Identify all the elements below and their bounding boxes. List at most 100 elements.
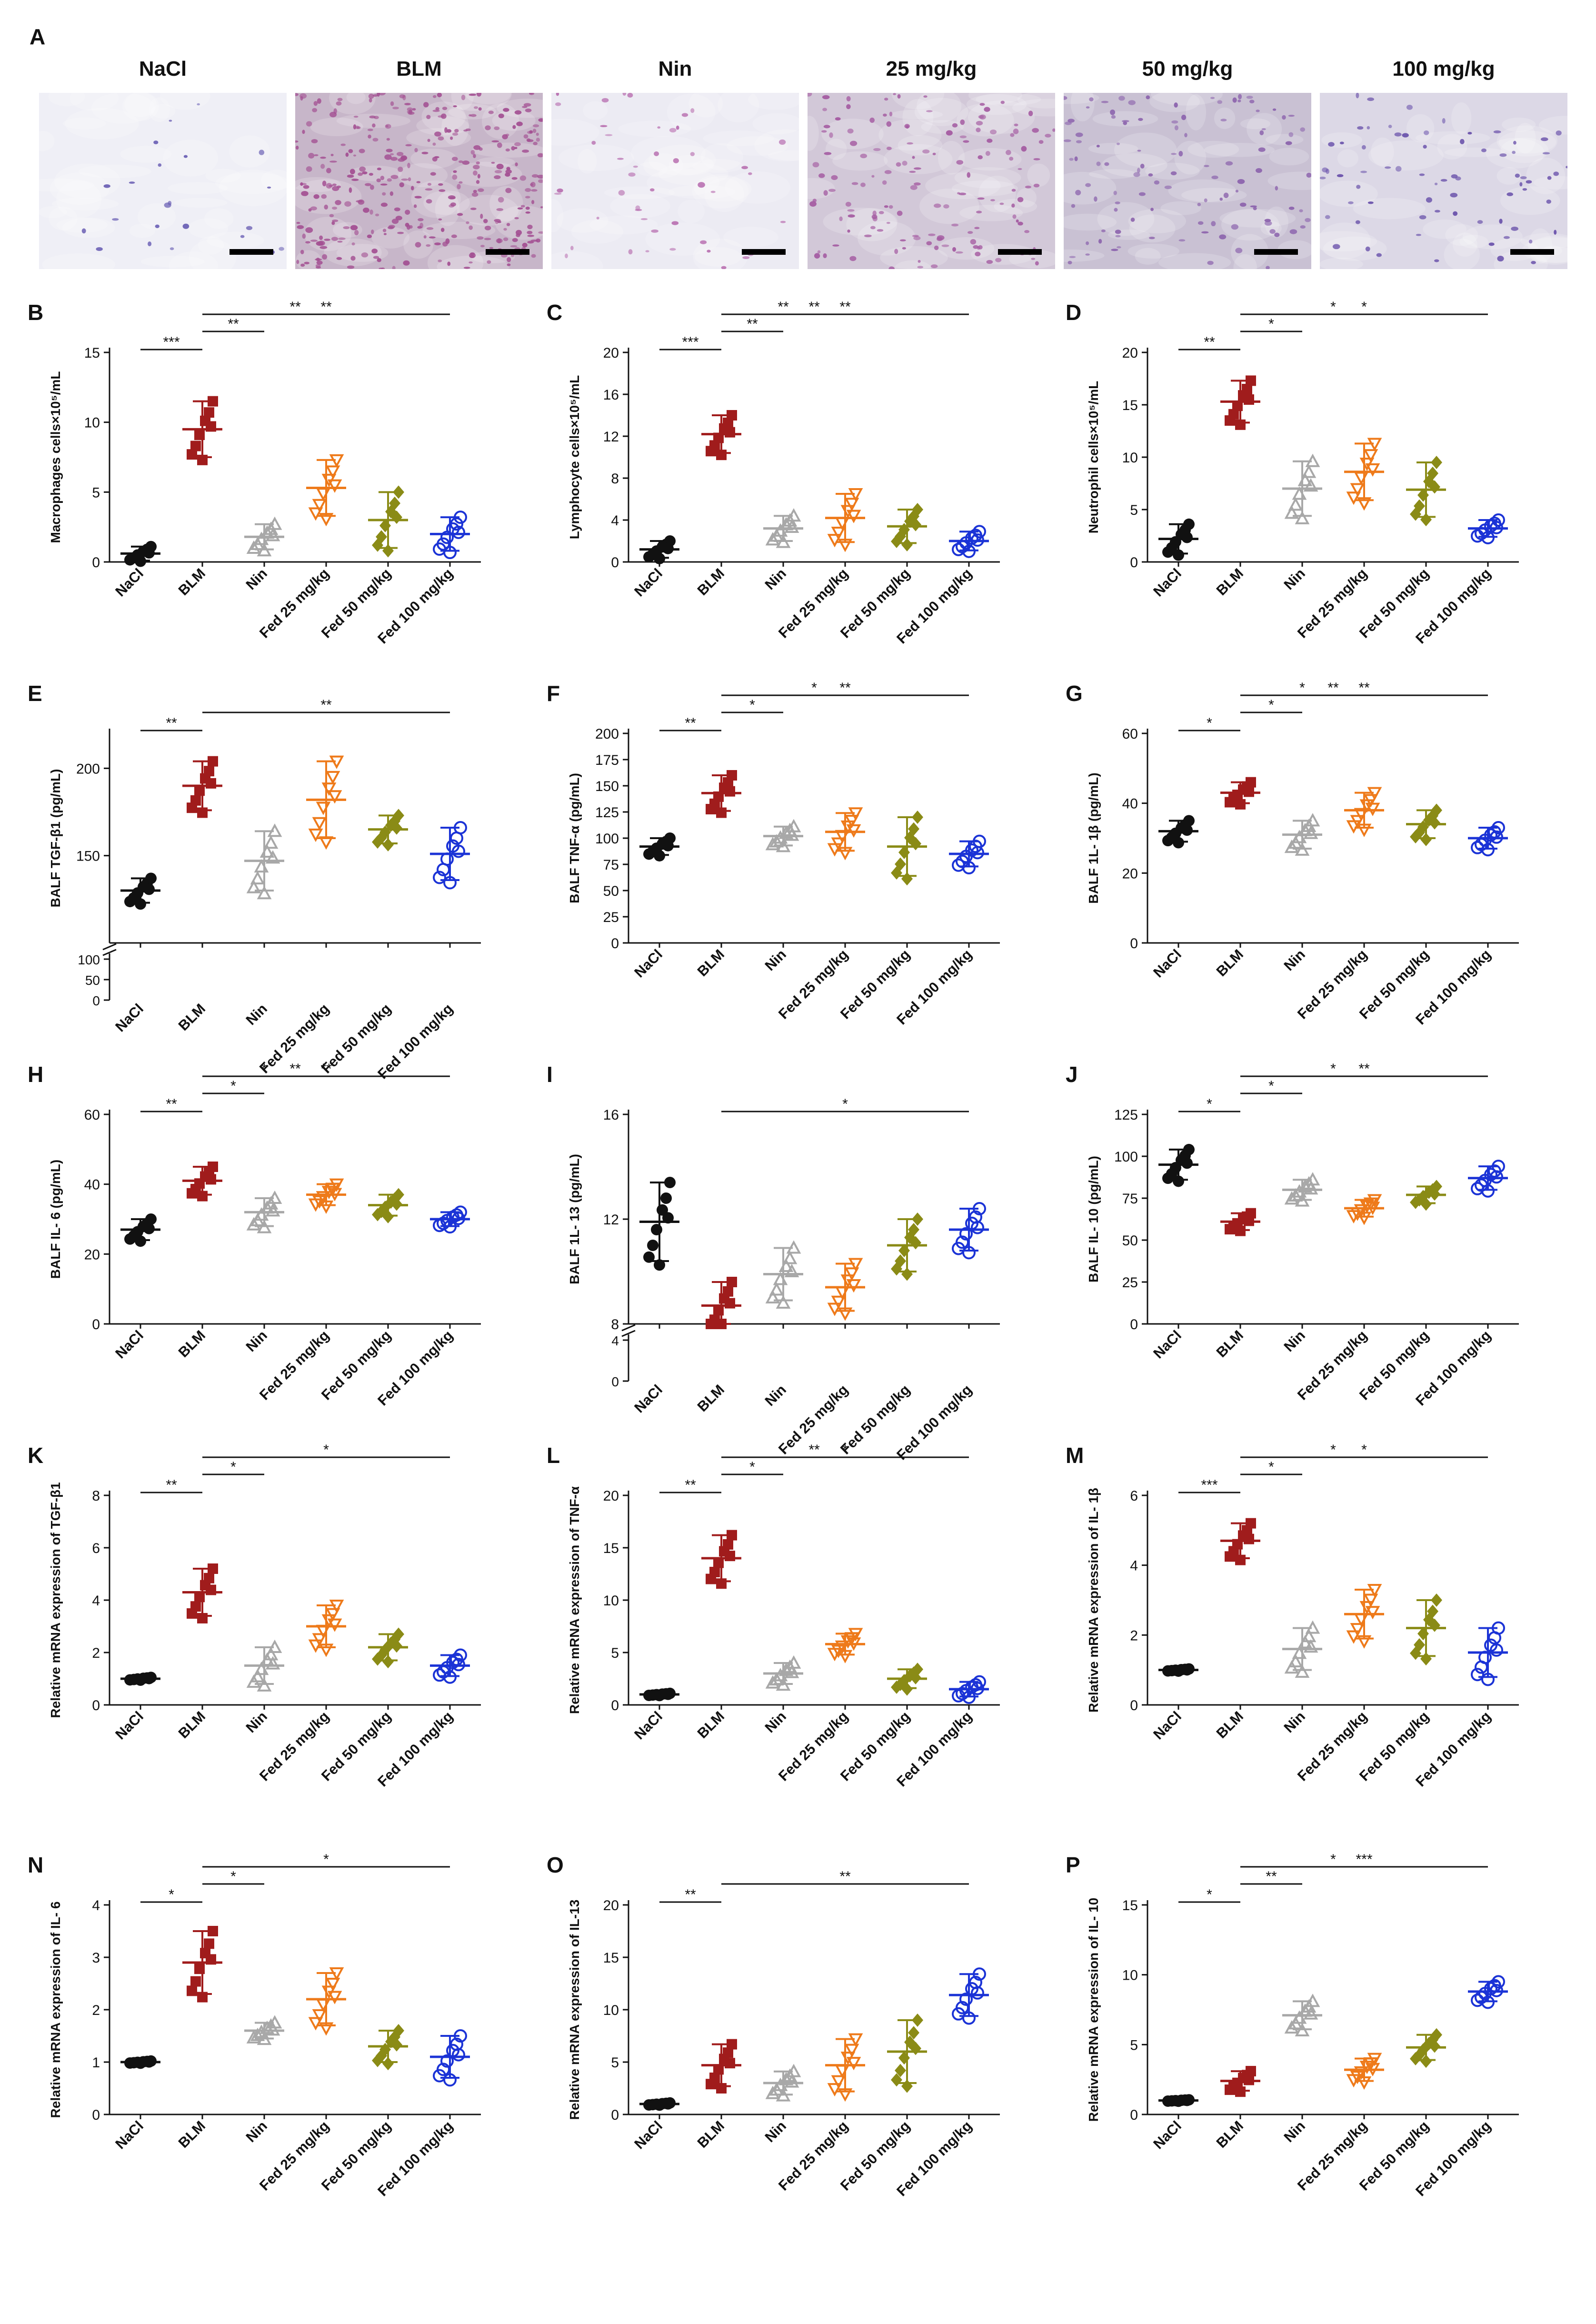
micrograph-cell bbox=[979, 114, 986, 120]
panel-letter: O bbox=[547, 1853, 564, 1877]
micrograph-cell bbox=[1033, 158, 1040, 160]
y-tick-label: 25 bbox=[603, 910, 619, 925]
y-tick-label: 12 bbox=[603, 429, 619, 445]
micrograph-cell bbox=[1064, 96, 1067, 100]
data-point bbox=[259, 1652, 275, 1666]
micrograph-cell bbox=[392, 107, 399, 110]
data-point bbox=[713, 1557, 724, 1568]
micrograph-cell bbox=[976, 120, 983, 126]
micrograph-haze bbox=[668, 185, 736, 199]
data-point bbox=[1183, 518, 1195, 530]
micrograph-cell bbox=[1416, 234, 1422, 236]
micrograph-cell bbox=[496, 163, 504, 170]
y-tick-label: 15 bbox=[603, 1950, 619, 1966]
data-point bbox=[143, 1673, 155, 1684]
significance-label: ** bbox=[839, 680, 851, 696]
micrograph-haze bbox=[138, 203, 176, 230]
micrograph-cell bbox=[912, 235, 919, 237]
micrograph-cell bbox=[1325, 215, 1330, 219]
data-point bbox=[1410, 2052, 1421, 2065]
micrograph-haze bbox=[768, 150, 799, 161]
micrograph-haze bbox=[457, 195, 519, 226]
y-tick-label: 100 bbox=[1114, 1149, 1138, 1165]
micrograph-cell bbox=[941, 244, 949, 247]
data-point bbox=[246, 540, 261, 554]
scale-bar bbox=[229, 249, 273, 255]
micrograph-cell bbox=[721, 266, 727, 269]
data-point bbox=[831, 2075, 846, 2089]
micrograph-cell bbox=[1455, 176, 1461, 181]
micrograph-cell bbox=[1089, 97, 1094, 101]
micrograph-cell bbox=[1148, 173, 1153, 177]
micrograph-haze bbox=[748, 93, 799, 110]
x-tick-label: NaCl bbox=[1150, 1328, 1185, 1362]
micrograph-cell bbox=[453, 105, 457, 108]
micrograph-cell bbox=[973, 245, 979, 249]
micrograph-haze bbox=[1269, 148, 1309, 166]
micrograph-cell bbox=[600, 125, 608, 127]
data-point bbox=[831, 837, 846, 851]
micrograph-haze bbox=[645, 222, 720, 256]
data-point bbox=[1297, 1179, 1313, 1193]
micrograph-haze bbox=[42, 253, 116, 269]
significance-label: * bbox=[1361, 1442, 1367, 1458]
panel-letter: P bbox=[1066, 1853, 1080, 1877]
data-point bbox=[1295, 1664, 1310, 1678]
significance-label: ** bbox=[289, 1061, 301, 1077]
micrograph-cell bbox=[1506, 192, 1514, 196]
micrograph-haze bbox=[1129, 214, 1176, 243]
micrograph-cell bbox=[651, 229, 658, 233]
micrograph-cell bbox=[1101, 100, 1109, 103]
micrograph-cell bbox=[308, 153, 315, 159]
panel-letter: J bbox=[1066, 1062, 1078, 1087]
micrograph-cell bbox=[878, 211, 884, 214]
micrograph-cell bbox=[527, 230, 533, 234]
micrograph-cell bbox=[1086, 106, 1090, 109]
micrograph-cell bbox=[300, 263, 305, 267]
data-point bbox=[312, 817, 327, 831]
micrograph-cell bbox=[267, 186, 271, 189]
y-tick-label: 150 bbox=[76, 849, 100, 864]
scale-bar bbox=[1510, 249, 1554, 255]
x-tick-label: NaCl bbox=[112, 1328, 147, 1362]
micrograph-cell bbox=[1111, 249, 1118, 251]
micrograph-cell bbox=[330, 153, 334, 156]
micrograph-cell bbox=[476, 161, 480, 165]
y-tick-label: 10 bbox=[603, 1593, 619, 1609]
data-point bbox=[250, 2027, 265, 2041]
micrograph-haze bbox=[630, 136, 706, 171]
y-tick-label: 0 bbox=[92, 2107, 100, 2123]
data-point bbox=[1414, 1638, 1425, 1652]
data-point bbox=[1297, 472, 1313, 486]
micrograph-cell bbox=[530, 181, 536, 188]
micrograph-nacl bbox=[39, 93, 287, 269]
micrograph-cell bbox=[907, 142, 913, 145]
micrograph-cell bbox=[386, 138, 390, 141]
micrograph-cell bbox=[960, 119, 965, 125]
data-point bbox=[1490, 1983, 1503, 1997]
y-axis-label: Relative mRNA expression of IL- 6 bbox=[48, 1902, 63, 2118]
micrograph-cell bbox=[596, 217, 599, 220]
micrograph-haze bbox=[124, 93, 157, 117]
data-point bbox=[1295, 1193, 1310, 1207]
significance-label: * bbox=[1207, 715, 1212, 731]
micrograph-cell bbox=[1225, 161, 1233, 166]
data-point bbox=[391, 511, 402, 524]
micrograph-haze bbox=[1337, 149, 1358, 168]
micrograph-cell bbox=[1566, 166, 1567, 169]
data-point bbox=[898, 2051, 910, 2065]
micrograph-cell bbox=[1140, 163, 1145, 169]
data-point bbox=[1244, 1533, 1254, 1544]
data-point bbox=[784, 1664, 799, 1678]
data-point bbox=[1363, 449, 1378, 463]
micrograph-haze bbox=[411, 180, 461, 218]
data-point bbox=[827, 1302, 842, 1316]
data-point bbox=[1359, 799, 1375, 813]
data-point bbox=[1414, 499, 1425, 513]
data-point bbox=[443, 1670, 457, 1684]
micrograph-cell bbox=[978, 155, 983, 160]
micrograph-cell bbox=[893, 93, 897, 95]
micrograph-cell bbox=[1419, 215, 1426, 220]
data-point bbox=[647, 1240, 658, 1251]
micrograph-cell bbox=[1014, 123, 1018, 127]
